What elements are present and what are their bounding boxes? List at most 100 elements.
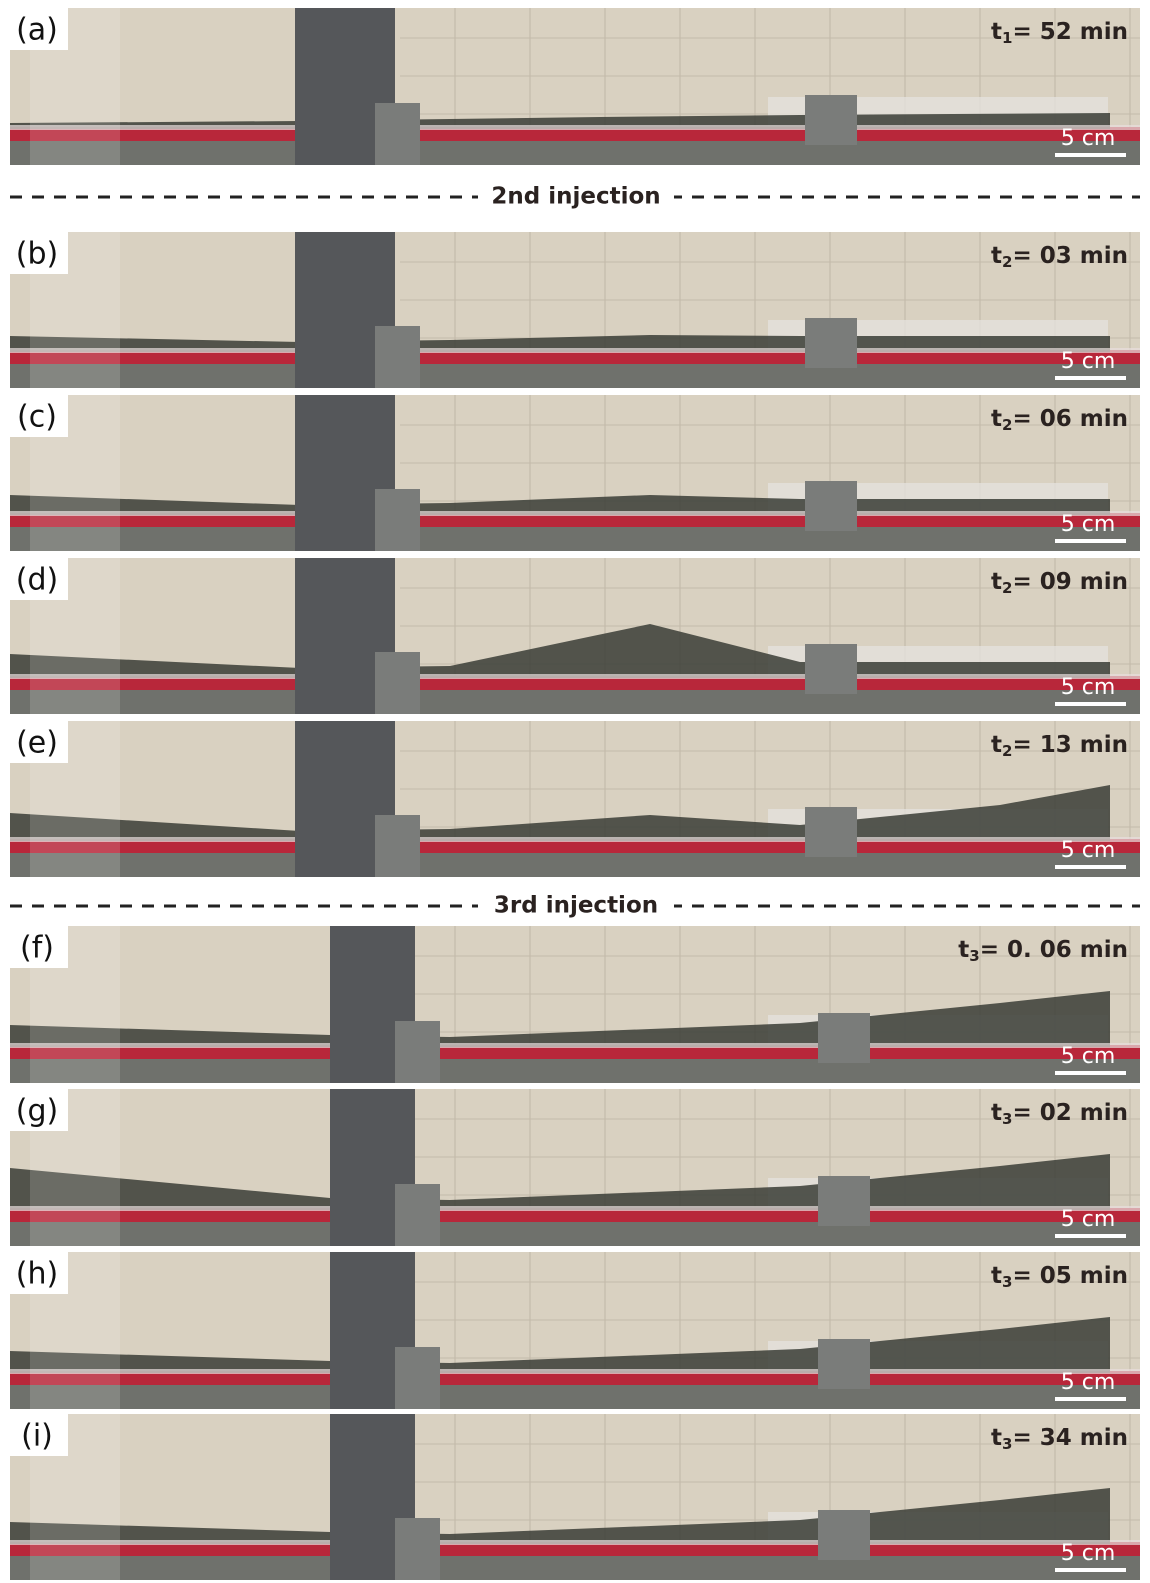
white-particles xyxy=(10,674,1140,679)
photo-panel: (h) t3= 05 min 5 cm xyxy=(10,1252,1140,1409)
photo-panel: (g) t3= 02 min 5 cm xyxy=(10,1089,1140,1246)
white-particles xyxy=(10,125,1140,130)
photo-panel: (i) t3= 34 min 5 cm xyxy=(10,1414,1140,1580)
steel-block xyxy=(805,318,857,368)
panel-label: (g) xyxy=(16,1094,58,1129)
panel-label: (a) xyxy=(16,13,58,48)
steel-block xyxy=(805,95,857,145)
tank-base xyxy=(10,364,1140,388)
tank-base xyxy=(10,527,1140,551)
time-sub: 3 xyxy=(969,947,979,965)
white-particles xyxy=(10,837,1140,842)
steel-block xyxy=(395,1518,440,1580)
time-var: t xyxy=(991,569,1002,595)
time-rest: = 34 min xyxy=(1012,1425,1128,1451)
time-var: t xyxy=(958,937,969,963)
time-sub: 2 xyxy=(1002,579,1012,597)
scale-label: 5 cm xyxy=(1061,349,1116,374)
time-var: t xyxy=(991,1263,1002,1289)
divider-label: 2nd injection xyxy=(491,184,660,210)
time-var: t xyxy=(991,1425,1002,1451)
steel-block xyxy=(805,644,857,694)
time-sub: 3 xyxy=(1002,1110,1012,1128)
scale-label: 5 cm xyxy=(1061,838,1116,863)
time-var: t xyxy=(991,19,1002,45)
tank-base xyxy=(10,141,1140,165)
time-label: t3= 34 min xyxy=(991,1425,1128,1453)
scale-label: 5 cm xyxy=(1061,1044,1116,1069)
tank-base xyxy=(10,1385,1140,1409)
time-sub: 2 xyxy=(1002,253,1012,271)
panel-label: (e) xyxy=(16,726,58,761)
panel-label: (h) xyxy=(16,1257,58,1292)
photo-panel: (f) t3= 0. 06 min 5 cm xyxy=(10,926,1140,1083)
panel-label: (d) xyxy=(16,563,58,598)
white-particles xyxy=(10,348,1140,353)
white-particles xyxy=(10,1540,1140,1545)
steel-block xyxy=(395,1021,440,1083)
steel-block xyxy=(375,103,420,165)
steel-block xyxy=(805,481,857,531)
time-label: t3= 0. 06 min xyxy=(958,937,1128,965)
time-rest: = 05 min xyxy=(1012,1263,1128,1289)
panel-label: (b) xyxy=(16,237,58,272)
time-rest: = 06 min xyxy=(1012,406,1128,432)
time-label: t2= 03 min xyxy=(991,243,1128,271)
tank-base xyxy=(10,1222,1140,1246)
tank-base xyxy=(10,853,1140,877)
scale-label: 5 cm xyxy=(1061,126,1116,151)
steel-block xyxy=(375,489,420,551)
time-rest: = 52 min xyxy=(1012,19,1128,45)
scale-label: 5 cm xyxy=(1061,1207,1116,1232)
time-sub: 3 xyxy=(1002,1435,1012,1453)
white-particles xyxy=(10,511,1140,516)
time-sub: 2 xyxy=(1002,742,1012,760)
time-sub: 3 xyxy=(1002,1273,1012,1291)
steel-block xyxy=(395,1347,440,1409)
time-label: t3= 05 min xyxy=(991,1263,1128,1291)
time-rest: = 03 min xyxy=(1012,243,1128,269)
photo-panel: (c) t2= 06 min 5 cm xyxy=(10,395,1140,551)
steel-block xyxy=(818,1176,870,1226)
time-rest: = 13 min xyxy=(1012,732,1128,758)
divider-label: 3rd injection xyxy=(494,893,658,919)
steel-block xyxy=(375,815,420,877)
white-particles xyxy=(10,1369,1140,1374)
steel-block xyxy=(818,1339,870,1389)
panel-label: (f) xyxy=(20,931,54,966)
time-var: t xyxy=(991,243,1002,269)
time-rest: = 02 min xyxy=(1012,1100,1128,1126)
scale-label: 5 cm xyxy=(1061,1541,1116,1566)
tank-base xyxy=(10,1556,1140,1580)
photo-panel: (e) t2= 13 min 5 cm xyxy=(10,721,1140,877)
time-label: t2= 06 min xyxy=(991,406,1128,434)
time-sub: 2 xyxy=(1002,416,1012,434)
time-label: t1= 52 min xyxy=(991,19,1128,47)
photo-panel: (b) t2= 03 min 5 cm xyxy=(10,232,1140,388)
time-sub: 1 xyxy=(1002,29,1012,47)
photo-panel: (d) t2= 09 min 5 cm xyxy=(10,558,1140,714)
time-label: t2= 09 min xyxy=(991,569,1128,597)
panel-label: (i) xyxy=(21,1419,53,1454)
time-var: t xyxy=(991,732,1002,758)
tank-base xyxy=(10,690,1140,714)
white-particles xyxy=(10,1043,1140,1048)
steel-block xyxy=(818,1013,870,1063)
scale-label: 5 cm xyxy=(1061,675,1116,700)
scale-label: 5 cm xyxy=(1061,1370,1116,1395)
steel-block xyxy=(805,807,857,857)
time-rest: = 09 min xyxy=(1012,569,1128,595)
scale-label: 5 cm xyxy=(1061,512,1116,537)
figure: (a)t1= 52 min5 cm(b)t2= 03 min5 cm(c)t2=… xyxy=(0,0,1150,1583)
white-particles xyxy=(10,1206,1140,1211)
tank-base xyxy=(10,1059,1140,1083)
panel-label: (c) xyxy=(17,400,57,435)
steel-block xyxy=(375,326,420,388)
time-label: t2= 13 min xyxy=(991,732,1128,760)
steel-block xyxy=(818,1510,870,1560)
time-var: t xyxy=(991,1100,1002,1126)
time-rest: = 0. 06 min xyxy=(980,937,1128,963)
time-label: t3= 02 min xyxy=(991,1100,1128,1128)
photo-panel: (a) t1= 52 min 5 cm xyxy=(10,8,1140,165)
time-var: t xyxy=(991,406,1002,432)
